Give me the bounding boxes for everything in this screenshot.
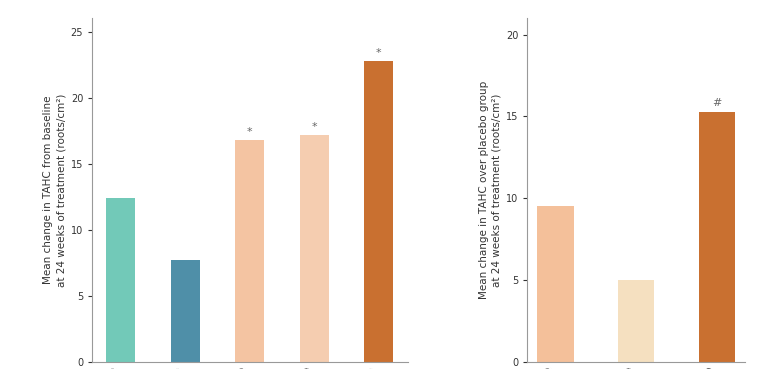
Bar <box>171 260 200 362</box>
Bar <box>538 206 574 362</box>
Text: *: * <box>247 127 253 137</box>
Bar <box>618 280 654 362</box>
Bar <box>699 111 735 362</box>
Y-axis label: Mean change in TAHC from baseline
at 24 weeks of treatment (roots/cm²): Mean change in TAHC from baseline at 24 … <box>43 93 67 287</box>
Bar <box>107 198 135 362</box>
Bar <box>300 135 329 362</box>
Bar <box>364 61 393 362</box>
Text: #: # <box>712 98 722 108</box>
Y-axis label: Mean change in TAHC over placebo group
at 24 weeks of treatment (roots/cm²): Mean change in TAHC over placebo group a… <box>478 81 502 299</box>
Text: *: * <box>376 48 382 58</box>
Text: *: * <box>312 122 317 132</box>
Bar <box>235 140 264 362</box>
